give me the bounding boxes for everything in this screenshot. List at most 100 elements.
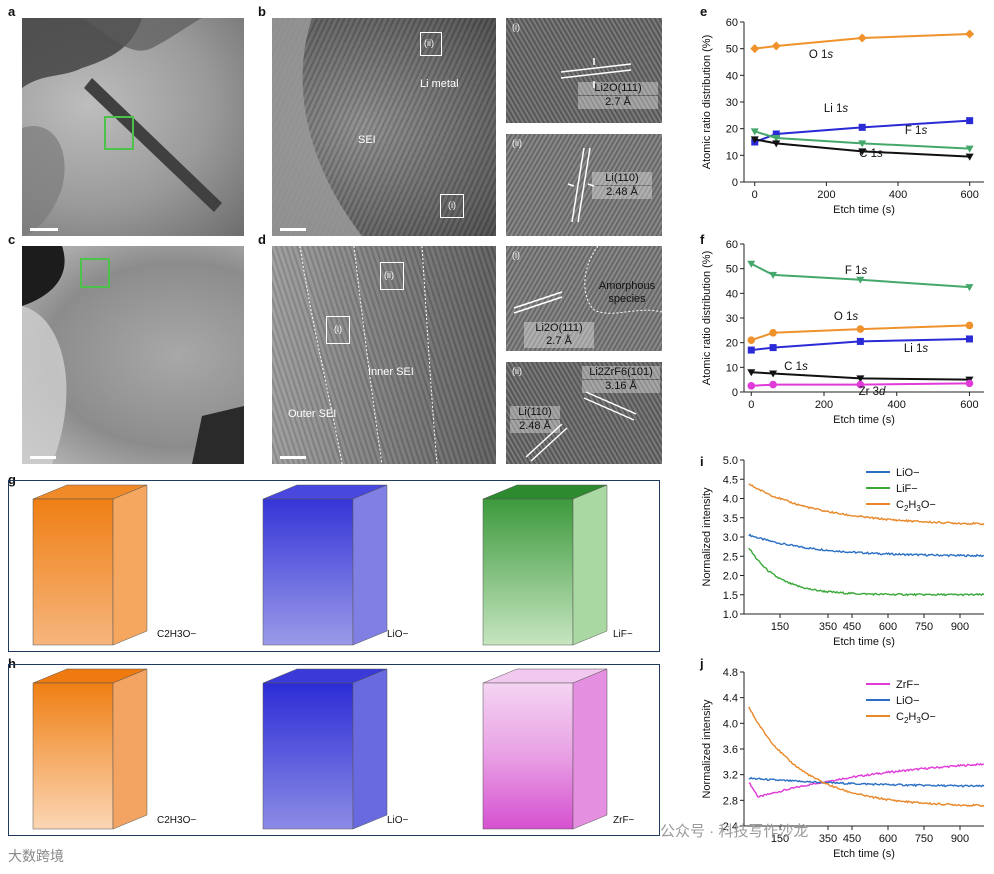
data-point xyxy=(856,375,865,383)
inset-d-ii-zrf-plane: Li2ZrF6(101) xyxy=(582,366,660,379)
region-box-d-ii: (ii) xyxy=(380,262,404,290)
region-box-i: (i) xyxy=(440,194,464,218)
data-point xyxy=(750,128,759,136)
outer-sei-label: Outer SEI xyxy=(288,408,337,420)
y-tick-label: 4.0 xyxy=(723,494,738,506)
x-tick-label: 750 xyxy=(915,833,933,845)
data-point xyxy=(856,325,865,333)
series-line xyxy=(750,262,970,289)
panel-label-i: i xyxy=(700,454,704,469)
y-tick-label: 20 xyxy=(726,124,738,136)
data-point xyxy=(769,380,777,389)
inset-d-ii-li-spacing: 2.48 Å xyxy=(510,420,560,433)
y-tick-label: 4.5 xyxy=(723,474,738,486)
tem-image-a xyxy=(22,18,244,236)
y-axis-label: Normalized intensity xyxy=(701,699,713,799)
series-line xyxy=(748,706,985,808)
data-point xyxy=(858,148,867,156)
series-line xyxy=(751,382,970,387)
li-metal-label: Li metal xyxy=(420,78,459,90)
data-point xyxy=(966,117,974,125)
x-tick-label: 600 xyxy=(879,833,897,845)
inset-b-ii-tag: (ii) xyxy=(512,138,522,148)
y-axis-label: Atomic ratio distribution (%) xyxy=(701,35,713,170)
data-point xyxy=(771,41,781,51)
cube-g-1-label: C2H3O− xyxy=(157,629,197,640)
data-point xyxy=(965,145,974,153)
data-point xyxy=(858,123,866,131)
y-tick-label: 30 xyxy=(726,313,738,325)
hrtem-inset-b-i: (i) Li2O(111) 2.7 Å xyxy=(506,18,662,123)
x-tick-label: 600 xyxy=(960,399,978,411)
inset-b-i-plane: Li2O(111) xyxy=(578,82,658,95)
data-point xyxy=(856,380,865,389)
y-tick-label: 2.4 xyxy=(723,821,738,833)
x-tick-label: 450 xyxy=(843,833,861,845)
legend-label: C2H3O− xyxy=(896,711,936,725)
x-tick-label: 200 xyxy=(815,399,833,411)
x-tick-label: 0 xyxy=(748,399,754,411)
inset-b-i-tag: (i) xyxy=(512,22,520,32)
data-point xyxy=(747,369,756,377)
series-label: Li 1s xyxy=(824,103,849,115)
inset-b-ii-spacing: 2.48 Å xyxy=(592,186,652,199)
data-point xyxy=(769,271,778,279)
data-point xyxy=(769,370,778,378)
x-tick-label: 350 xyxy=(819,621,837,633)
series-line xyxy=(750,324,970,342)
y-tick-label: 40 xyxy=(726,288,738,300)
panel-label-f: f xyxy=(700,232,705,247)
sei-label: SEI xyxy=(358,134,376,146)
watermark-right: 公众号 · 科技写作沙龙 xyxy=(660,823,809,840)
x-axis-label: Etch time (s) xyxy=(833,848,895,860)
data-point xyxy=(772,140,781,148)
inset-d-ii-zrf-spacing: 3.16 Å xyxy=(582,380,660,393)
y-tick-label: 3.6 xyxy=(723,744,738,756)
hrtem-image-b: Li metal SEI (ii) (i) xyxy=(272,18,496,236)
panel-label-e: e xyxy=(700,4,708,19)
inset-d-i-spacing: 2.7 Å xyxy=(524,335,594,348)
panel-label-b: b xyxy=(258,4,266,19)
y-tick-label: 1.5 xyxy=(723,590,738,602)
series-label: C 1s xyxy=(859,148,883,160)
y-tick-label: 4.0 xyxy=(723,718,738,730)
chart-j: 2.4 2.8 3.2 3.6 4.0 4.4 4.8 150 350 450 600 750 900 E… xyxy=(701,667,985,860)
scale-bar-d xyxy=(280,456,306,459)
inset-d-ii-tag: (ii) xyxy=(512,366,522,376)
data-point xyxy=(747,346,755,354)
data-point xyxy=(965,153,974,161)
data-point xyxy=(857,33,867,43)
y-tick-label: 0 xyxy=(732,177,738,189)
x-tick-label: 0 xyxy=(752,189,758,201)
x-tick-label: 150 xyxy=(771,621,789,633)
y-axis-label: Normalized intensity xyxy=(701,487,713,587)
hrtem-image-d: (ii) (i) Inner SEI Outer SEI xyxy=(272,246,496,464)
x-tick-label: 600 xyxy=(879,621,897,633)
data-point xyxy=(965,335,973,343)
series-line xyxy=(754,119,970,143)
scale-bar-a xyxy=(30,228,58,231)
series-line xyxy=(748,776,985,788)
y-tick-label: 60 xyxy=(726,239,738,251)
tomography-row-g: C2H3O− LiO− LiF− xyxy=(8,480,660,652)
x-tick-label: 400 xyxy=(888,399,906,411)
y-tick-label: 10 xyxy=(726,362,738,374)
x-axis-label: Etch time (s) xyxy=(833,636,895,648)
series-line xyxy=(748,547,985,597)
region-box-ii: (ii) xyxy=(420,32,442,56)
inset-d-ii-li-plane: Li(110) xyxy=(510,406,560,419)
cube-g-2-label: LiO− xyxy=(387,629,409,640)
data-point xyxy=(747,382,756,390)
watermark-left: 大数跨境 xyxy=(8,848,64,864)
series-line xyxy=(748,533,985,558)
cube-h-2-label: LiO− xyxy=(387,815,409,826)
y-tick-label: 3.5 xyxy=(723,513,738,525)
zoom-box-a xyxy=(104,116,134,150)
data-point xyxy=(965,29,975,39)
hrtem-inset-d-i: (i) Amorphous species Li2O(111) 2.7 Å xyxy=(506,246,662,351)
series-label: Zr 3d xyxy=(859,386,886,398)
region-box-i-label: (i) xyxy=(448,200,456,210)
data-point xyxy=(750,44,760,54)
data-point xyxy=(858,140,867,148)
